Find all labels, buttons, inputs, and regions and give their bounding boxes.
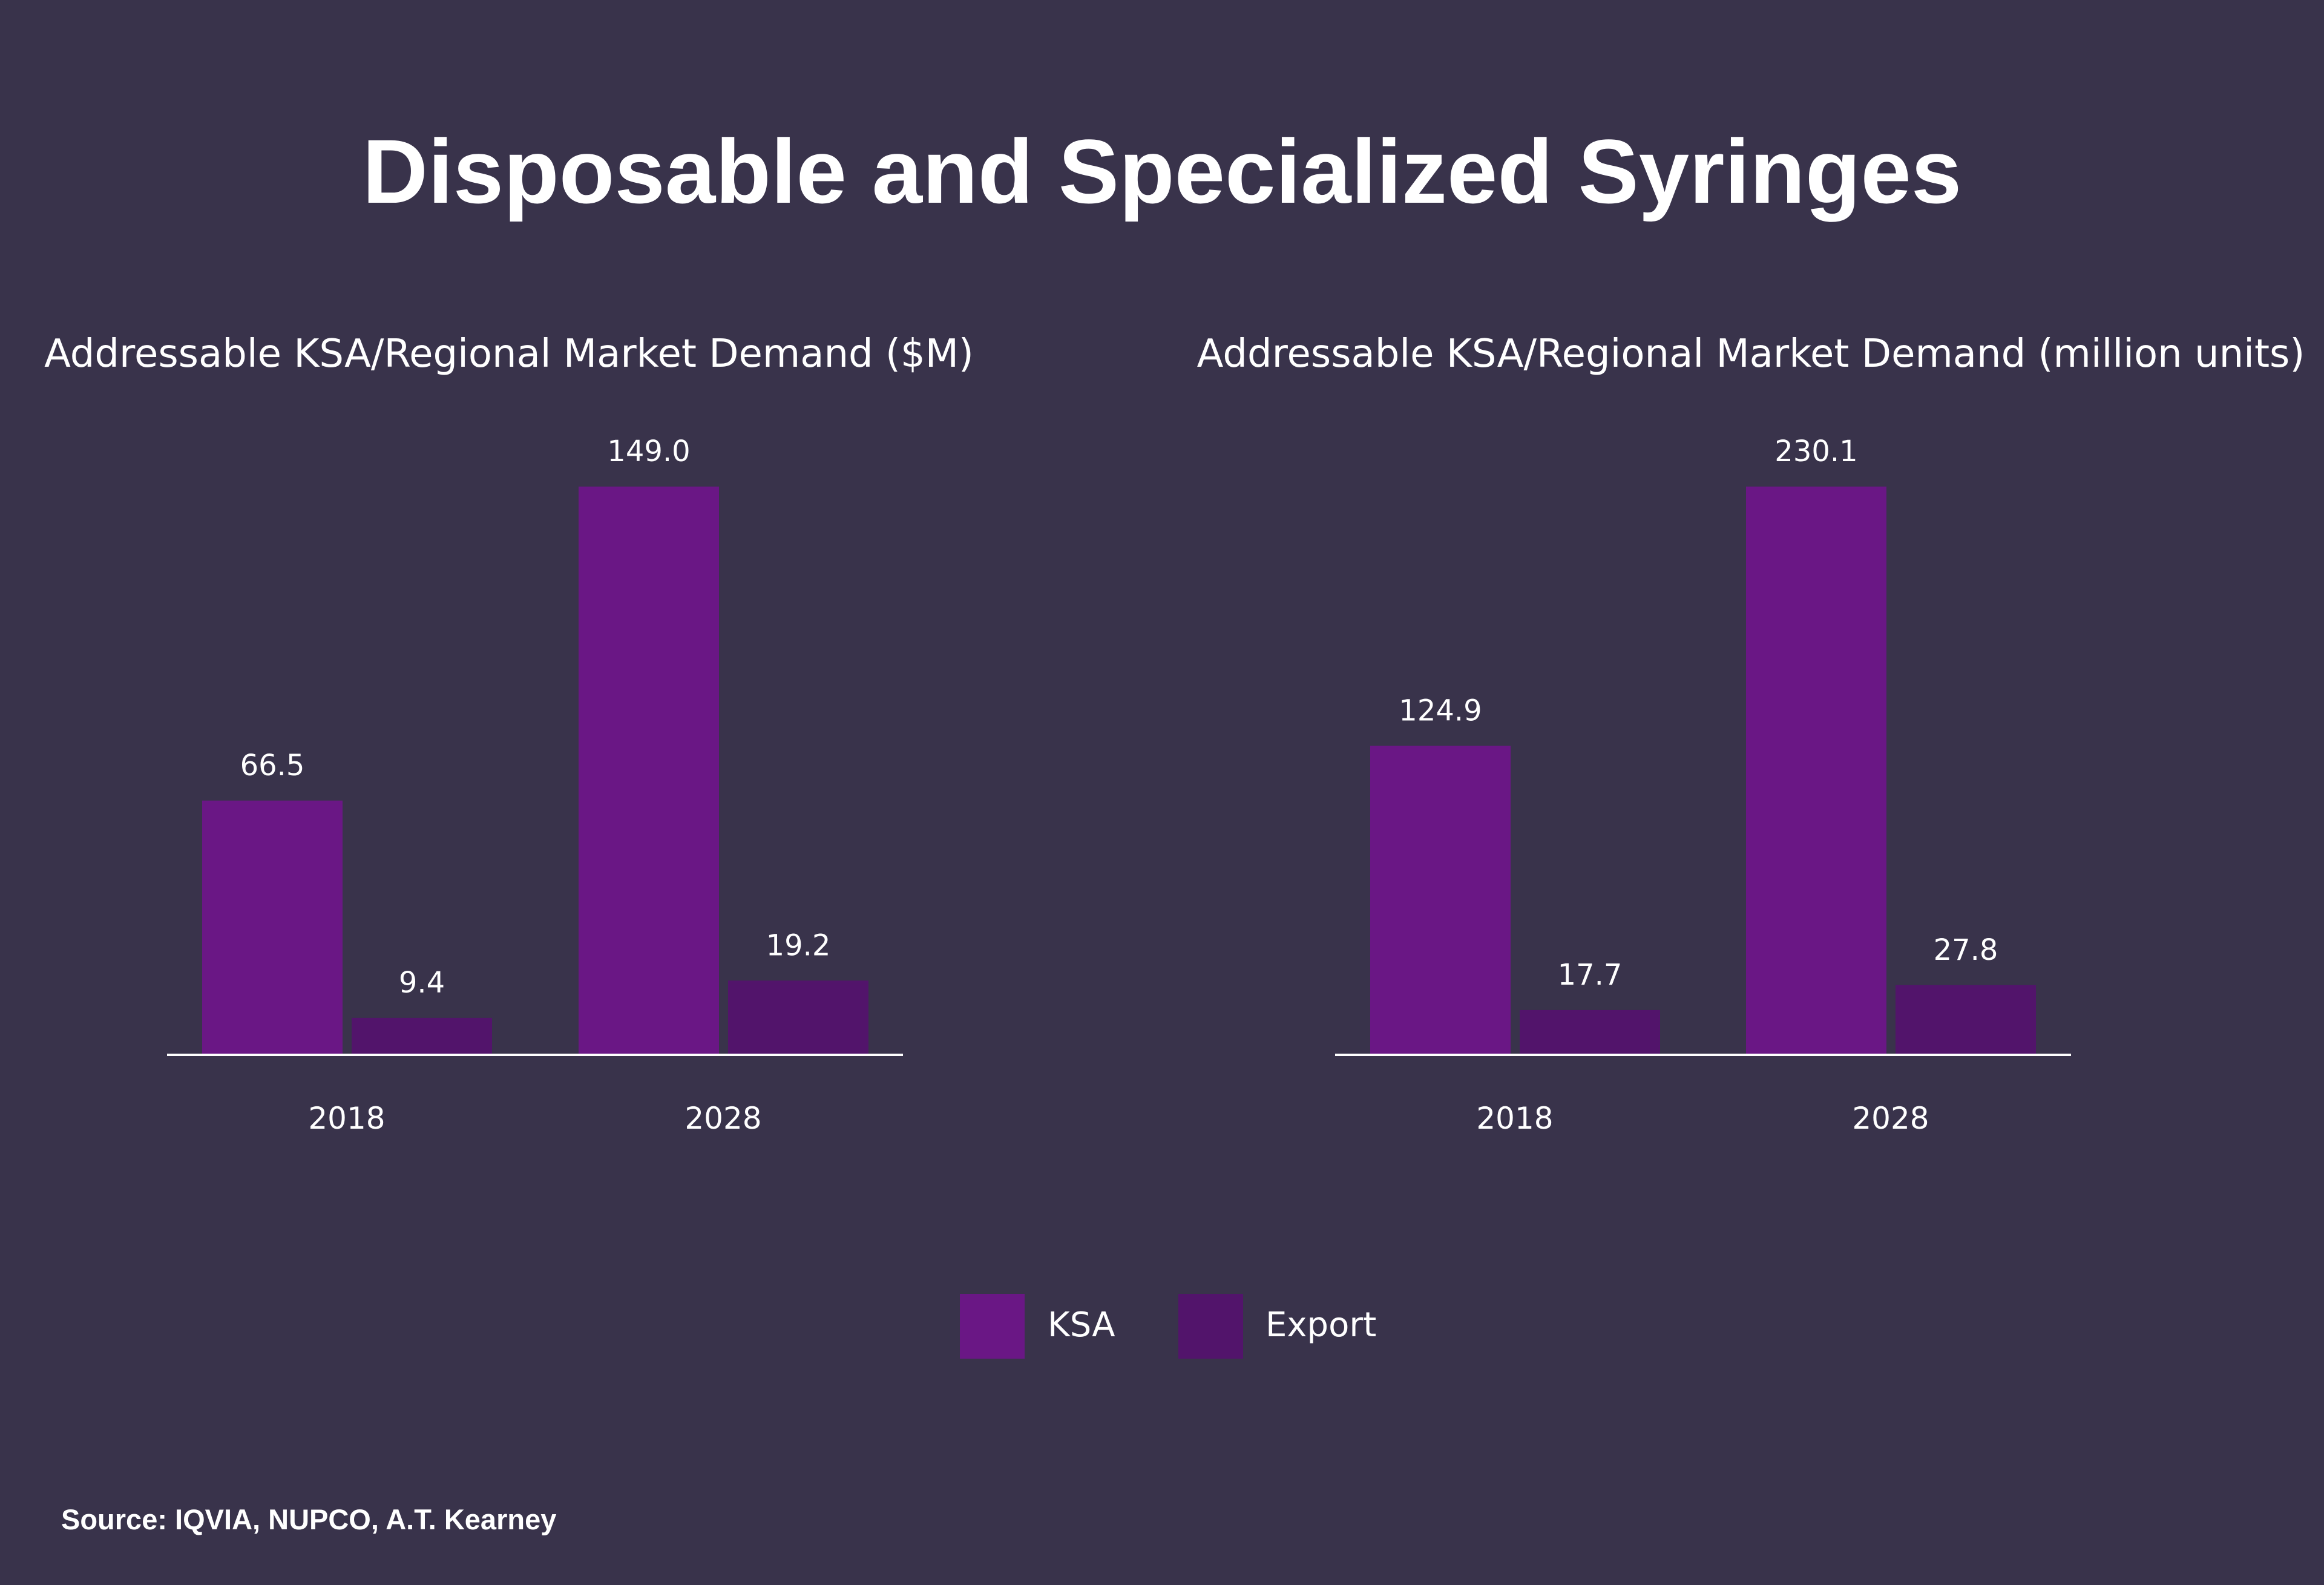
x-tick-label: 2018	[1476, 1101, 1553, 1136]
data-label-export-2028: 27.8	[1934, 933, 1998, 967]
bar-export-2018	[1520, 1009, 1660, 1054]
page-title: Disposable and Specialized Syringes	[363, 120, 1962, 222]
data-label-ksa-2028: 230.1	[1774, 435, 1857, 468]
bar-export-2028	[728, 980, 868, 1054]
bar-ksa-2028	[579, 487, 719, 1054]
bars-group: 124.9 17.7 230.1 27.8	[1370, 435, 2036, 1054]
legend: KSA Export	[960, 1294, 1376, 1359]
chart-market-demand-usd: Addressable KSA/Regional Market Demand (…	[44, 332, 974, 1136]
legend-label-export: Export	[1265, 1305, 1376, 1345]
legend-swatch-ksa	[960, 1294, 1025, 1359]
bar-ksa-2018	[1370, 746, 1511, 1054]
legend-label-ksa: KSA	[1048, 1305, 1115, 1345]
x-tick-label: 2028	[1852, 1101, 1929, 1136]
data-label-export-2018: 9.4	[399, 966, 445, 1000]
chart-market-demand-units: Addressable KSA/Regional Market Demand (…	[1197, 332, 2305, 1136]
chart-title-usd: Addressable KSA/Regional Market Demand (…	[44, 332, 974, 376]
bar-export-2028	[1896, 985, 2036, 1054]
bar-ksa-2028	[1746, 487, 1886, 1054]
x-tick-label: 2018	[308, 1101, 385, 1136]
source-note: Source: IQVIA, NUPCO, A.T. Kearney	[61, 1503, 556, 1535]
chart-title-units: Addressable KSA/Regional Market Demand (…	[1197, 332, 2305, 376]
x-tick-label: 2028	[684, 1101, 761, 1136]
data-label-ksa-2018: 66.5	[240, 749, 305, 783]
data-label-ksa-2018: 124.9	[1399, 694, 1482, 727]
data-label-export-2028: 19.2	[766, 928, 831, 962]
bar-ksa-2018	[202, 800, 343, 1054]
bar-export-2018	[352, 1017, 492, 1054]
data-label-ksa-2028: 149.0	[607, 435, 690, 468]
data-label-export-2018: 17.7	[1558, 958, 1623, 992]
legend-swatch-export	[1178, 1294, 1243, 1359]
bars-group: 66.5 9.4 149.0 19.2	[202, 435, 868, 1054]
